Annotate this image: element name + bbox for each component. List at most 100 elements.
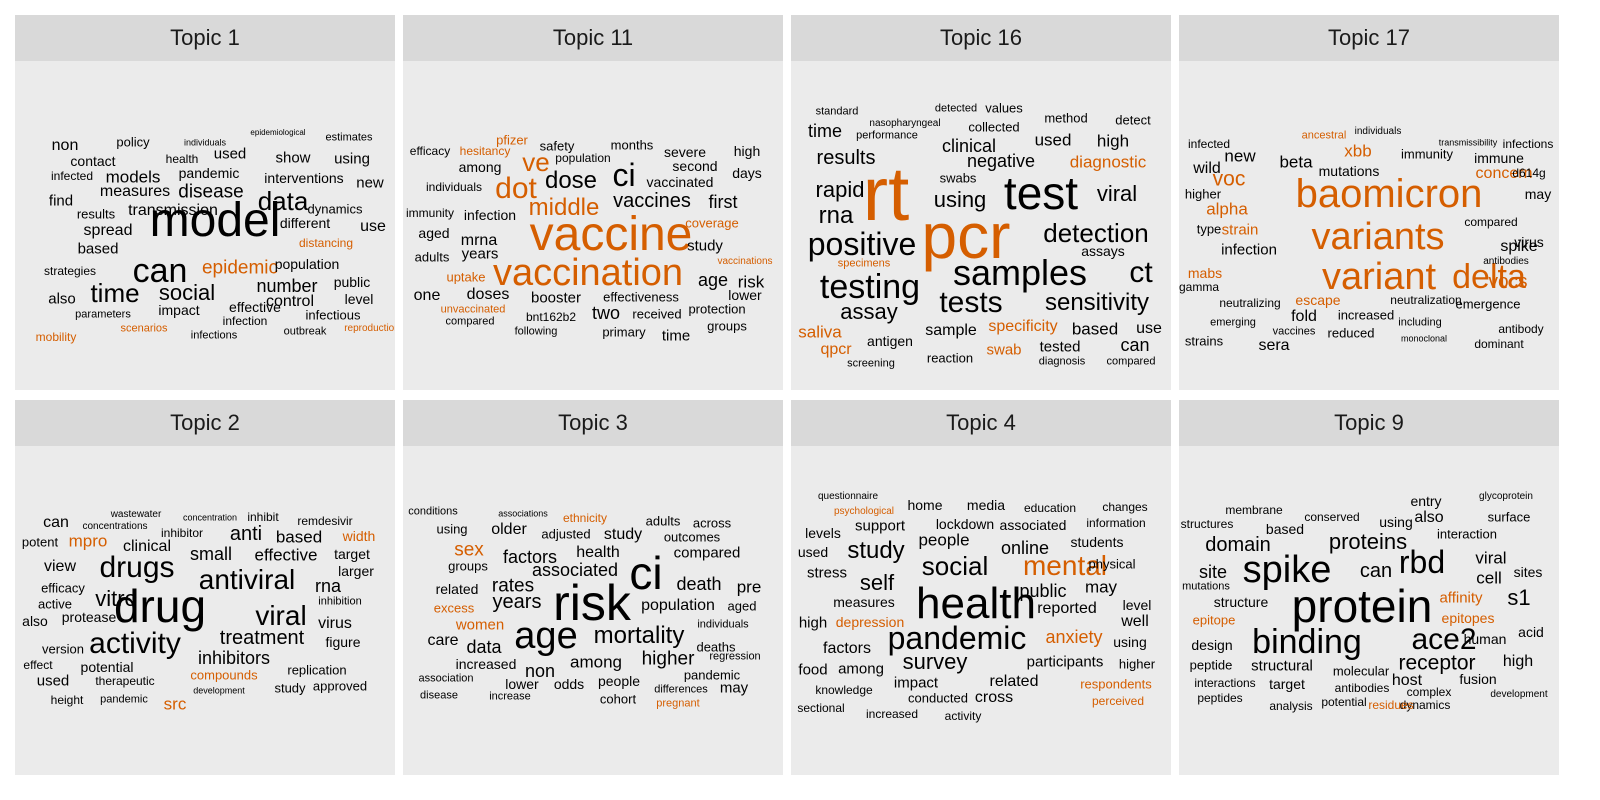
word-interaction: interaction: [1437, 526, 1497, 542]
word-individuals: individuals: [697, 618, 749, 631]
word-measures: measures: [833, 594, 895, 610]
word-therapeutic: therapeutic: [95, 674, 155, 688]
word-epidemic: epidemic: [201, 257, 279, 279]
word-reduced: reduced: [1327, 325, 1375, 341]
word-adults: adults: [645, 513, 681, 529]
word-cloud: rt pcr test samples testing positive tests ct de…: [791, 61, 1171, 390]
word-increase: increase: [489, 690, 531, 703]
word-antigen: antigen: [867, 333, 913, 349]
word-conditions: conditions: [408, 505, 458, 518]
word-physical: physical: [1088, 556, 1136, 572]
word-diagnostic: diagnostic: [1069, 152, 1147, 172]
word-infections: infections: [1502, 137, 1554, 151]
word-rt: rt: [862, 152, 910, 237]
word-affinity: affinity: [1439, 589, 1483, 607]
word-immunity: immunity: [1400, 146, 1454, 162]
word-ace2: ace2: [1411, 623, 1477, 656]
word-students: students: [1070, 534, 1124, 550]
word-death: death: [676, 574, 722, 594]
word-lockdown: lockdown: [935, 516, 995, 532]
word-number: number: [256, 276, 318, 296]
word-viral: viral: [1096, 181, 1138, 206]
word-doses: doses: [466, 286, 510, 303]
word-proteins: proteins: [1328, 529, 1408, 554]
word-social: social: [921, 551, 989, 581]
word-population: population: [641, 597, 715, 614]
word-study: study: [603, 526, 643, 543]
word-collected: collected: [968, 119, 1020, 135]
word-disease: disease: [178, 181, 244, 203]
word-used: used: [797, 544, 829, 560]
word-severe: severe: [663, 144, 707, 160]
word-emergence: emergence: [1455, 296, 1521, 312]
word-support: support: [854, 517, 906, 535]
word-time: time: [807, 121, 843, 141]
word-time: time: [661, 327, 691, 345]
word-anxiety: anxiety: [1045, 627, 1103, 647]
word-variant: variant: [1321, 256, 1437, 298]
word-infected: infected: [1187, 137, 1231, 151]
panel-title: Topic 1: [15, 15, 395, 61]
word-activity: activity: [89, 627, 181, 660]
word-development: development: [1490, 689, 1548, 700]
word-public: public: [1019, 581, 1067, 601]
word-pcr: pcr: [921, 200, 1011, 272]
word-results: results: [816, 147, 876, 169]
word-based: based: [275, 527, 323, 547]
word-concentrations: concentrations: [82, 521, 148, 532]
word-version: version: [42, 641, 84, 657]
word-health: health: [576, 544, 620, 561]
word-mental: mental: [1022, 550, 1108, 581]
word-among: among: [570, 652, 622, 672]
word-also: also: [48, 290, 76, 308]
word-antibodies: antibodies: [1334, 681, 1390, 695]
word-mabs: mabs: [1187, 265, 1223, 281]
panel-topic-4: Topic 4 health pandemic mental social study su…: [791, 400, 1171, 775]
word-infection: infection: [222, 314, 268, 328]
word-drugs: drugs: [99, 551, 175, 584]
panel-title: Topic 9: [1179, 400, 1559, 446]
word-voc: voc: [1212, 167, 1246, 191]
word-conserved: conserved: [1304, 510, 1360, 524]
word-public: public: [333, 274, 371, 290]
word-based: based: [1071, 319, 1119, 339]
word-association: association: [418, 672, 474, 685]
word-regression: regression: [709, 650, 761, 663]
word-complex: complex: [1406, 685, 1452, 699]
word-based: based: [77, 240, 119, 258]
word-vaccination: vaccination: [492, 252, 684, 294]
word-fold: fold: [1291, 308, 1317, 325]
word-infections: infections: [190, 329, 238, 342]
word-clinical: clinical: [941, 136, 997, 156]
word-conducted: conducted: [908, 690, 968, 706]
word-inhibit: inhibit: [247, 510, 279, 524]
word-wild: wild: [1193, 160, 1221, 177]
word-escape: escape: [1295, 292, 1341, 308]
word-study: study: [274, 680, 306, 696]
word-control: control: [265, 293, 315, 310]
word-age: age: [697, 270, 729, 290]
word-study: study: [847, 537, 905, 564]
word-potential: potential: [1321, 695, 1367, 709]
word-cloud: drug drugs activity antiviral viral vitro trea…: [15, 446, 395, 775]
word-distancing: distancing: [298, 236, 354, 250]
word-type: type: [1196, 221, 1222, 237]
word-primary: primary: [602, 324, 646, 340]
word-can: can: [1120, 335, 1150, 355]
word-cloud: model can data time social epidemic disease num…: [15, 61, 395, 390]
word-one: one: [413, 287, 441, 304]
word-using: using: [334, 150, 370, 168]
word-used: used: [1034, 130, 1072, 150]
word-saliva: saliva: [798, 322, 842, 342]
word-efficacy: efficacy: [409, 144, 451, 158]
word-protection: protection: [688, 301, 746, 317]
word-testing: testing: [819, 268, 921, 306]
word-epitope: epitope: [1192, 612, 1236, 628]
word-scenarios: scenarios: [120, 322, 168, 335]
word-nasopharyngeal: nasopharyngeal: [869, 118, 941, 129]
word-using: using: [436, 521, 468, 537]
word-home: home: [907, 497, 943, 513]
panel-title: Topic 4: [791, 400, 1171, 446]
word-figure: figure: [325, 634, 361, 650]
word-using: using: [1113, 634, 1147, 650]
